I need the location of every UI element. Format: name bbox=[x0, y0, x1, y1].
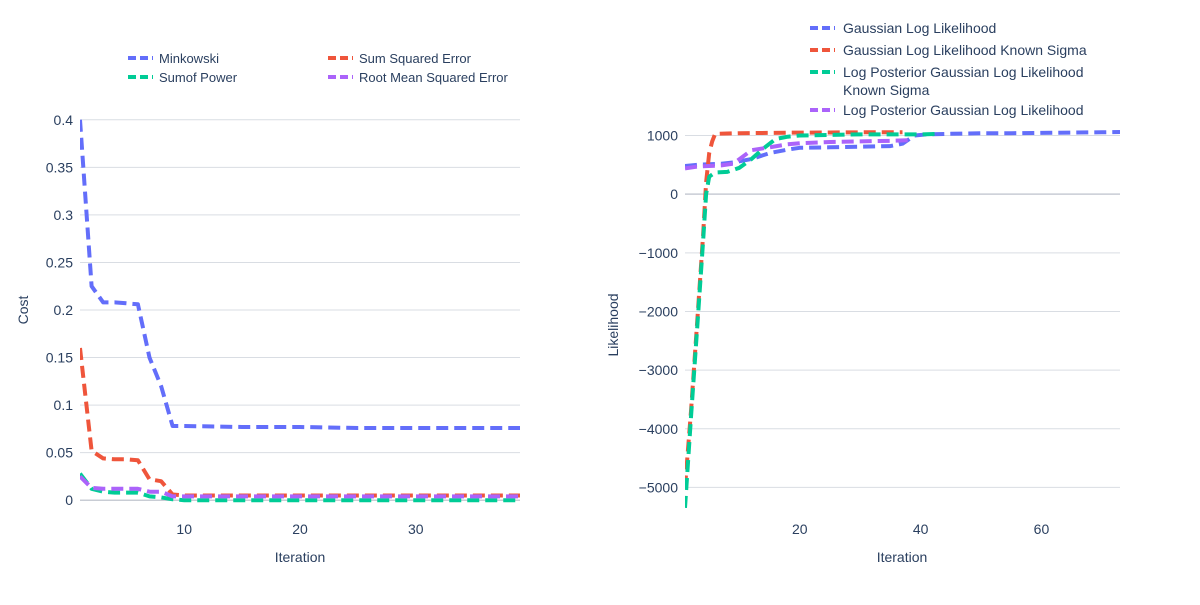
y-axis-title: Cost bbox=[15, 296, 31, 325]
y-tick-label: −5000 bbox=[639, 479, 679, 495]
legend-item-gaussian-log-likelihood[interactable]: Gaussian Log Likelihood bbox=[810, 20, 996, 36]
y-tick-label: 0 bbox=[65, 492, 73, 508]
legend-item-gaussian-log-likelihood-known-sigma[interactable]: Gaussian Log Likelihood Known Sigma bbox=[810, 42, 1087, 58]
legend-item-minkowski[interactable]: Minkowski bbox=[128, 51, 219, 66]
series-group bbox=[80, 119, 520, 503]
legend-label: Root Mean Squared Error bbox=[359, 70, 509, 85]
right-chart: −5000 −4000 −3000 −2000 −1000 0 1000 20 40 60 Iter… bbox=[605, 20, 1120, 565]
series-line-sum-squared-error bbox=[80, 347, 520, 498]
series-line-log-posterior-gaussian-log-likelihood-known-sigma bbox=[685, 131, 939, 509]
y-tick-label: 0.2 bbox=[54, 302, 74, 318]
series-group bbox=[685, 130, 1120, 509]
legend-item-sumof-power[interactable]: Sumof Power bbox=[128, 70, 238, 85]
y-tick-label: 1000 bbox=[647, 128, 678, 144]
y-tick-label: 0.35 bbox=[46, 159, 73, 175]
y-tick-label: 0.4 bbox=[54, 112, 74, 128]
series-line-sumof-power bbox=[80, 472, 520, 503]
series-line-log-posterior-gaussian-log-likelihood bbox=[685, 138, 909, 171]
legend-item-root-mean-squared-error[interactable]: Root Mean Squared Error bbox=[328, 70, 509, 85]
legend-label: Log Posterior Gaussian Log Likelihood Kno… bbox=[843, 64, 1084, 98]
x-axis-title: Iteration bbox=[877, 549, 928, 565]
x-tick-label: 20 bbox=[292, 521, 308, 537]
x-tick-label: 10 bbox=[176, 521, 192, 537]
legend-item-log-posterior-gaussian-log-likelihood[interactable]: Log Posterior Gaussian Log Likelihood bbox=[810, 102, 1084, 118]
y-tick-label: 0 bbox=[670, 186, 678, 202]
legend-label: Sumof Power bbox=[159, 70, 238, 85]
legend-item-sum-squared-error[interactable]: Sum Squared Error bbox=[328, 51, 472, 66]
x-tick-label: 60 bbox=[1034, 521, 1050, 537]
y-tick-label: 0.15 bbox=[46, 350, 73, 366]
legend-label: Log Posterior Gaussian Log Likelihood bbox=[843, 102, 1084, 118]
y-axis-title: Likelihood bbox=[605, 293, 621, 356]
y-tick-label: −3000 bbox=[639, 362, 679, 378]
y-tick-label: −2000 bbox=[639, 303, 679, 319]
x-tick-label: 40 bbox=[913, 521, 929, 537]
series-line-root-mean-squared-error bbox=[80, 475, 520, 499]
y-tick-label: −4000 bbox=[639, 421, 679, 437]
left-chart: 0 0.05 0.1 0.15 0.2 0.25 0.3 0.35 0.4 10 20 30 Itera… bbox=[15, 51, 520, 565]
legend-label: Gaussian Log Likelihood bbox=[843, 20, 996, 36]
y-tick-label: 0.3 bbox=[54, 207, 74, 223]
legend-label: Sum Squared Error bbox=[359, 51, 472, 66]
series-line-gaussian-log-likelihood-known-sigma bbox=[685, 130, 903, 488]
x-axis-title: Iteration bbox=[275, 549, 326, 565]
y-tick-label: −1000 bbox=[639, 245, 679, 261]
legend-item-log-posterior-gaussian-log-likelihood-known-sigma[interactable]: Log Posterior Gaussian Log Likelihood Kno… bbox=[810, 64, 1084, 98]
series-line-minkowski bbox=[80, 119, 520, 430]
y-tick-label: 0.05 bbox=[46, 445, 73, 461]
series-line-gaussian-log-likelihood bbox=[685, 130, 1120, 168]
x-tick-label: 30 bbox=[408, 521, 424, 537]
legend-label: Gaussian Log Likelihood Known Sigma bbox=[843, 42, 1087, 58]
y-tick-label: 0.1 bbox=[54, 397, 74, 413]
x-tick-label: 20 bbox=[792, 521, 808, 537]
legend-label: Minkowski bbox=[159, 51, 219, 66]
y-tick-label: 0.25 bbox=[46, 254, 73, 270]
